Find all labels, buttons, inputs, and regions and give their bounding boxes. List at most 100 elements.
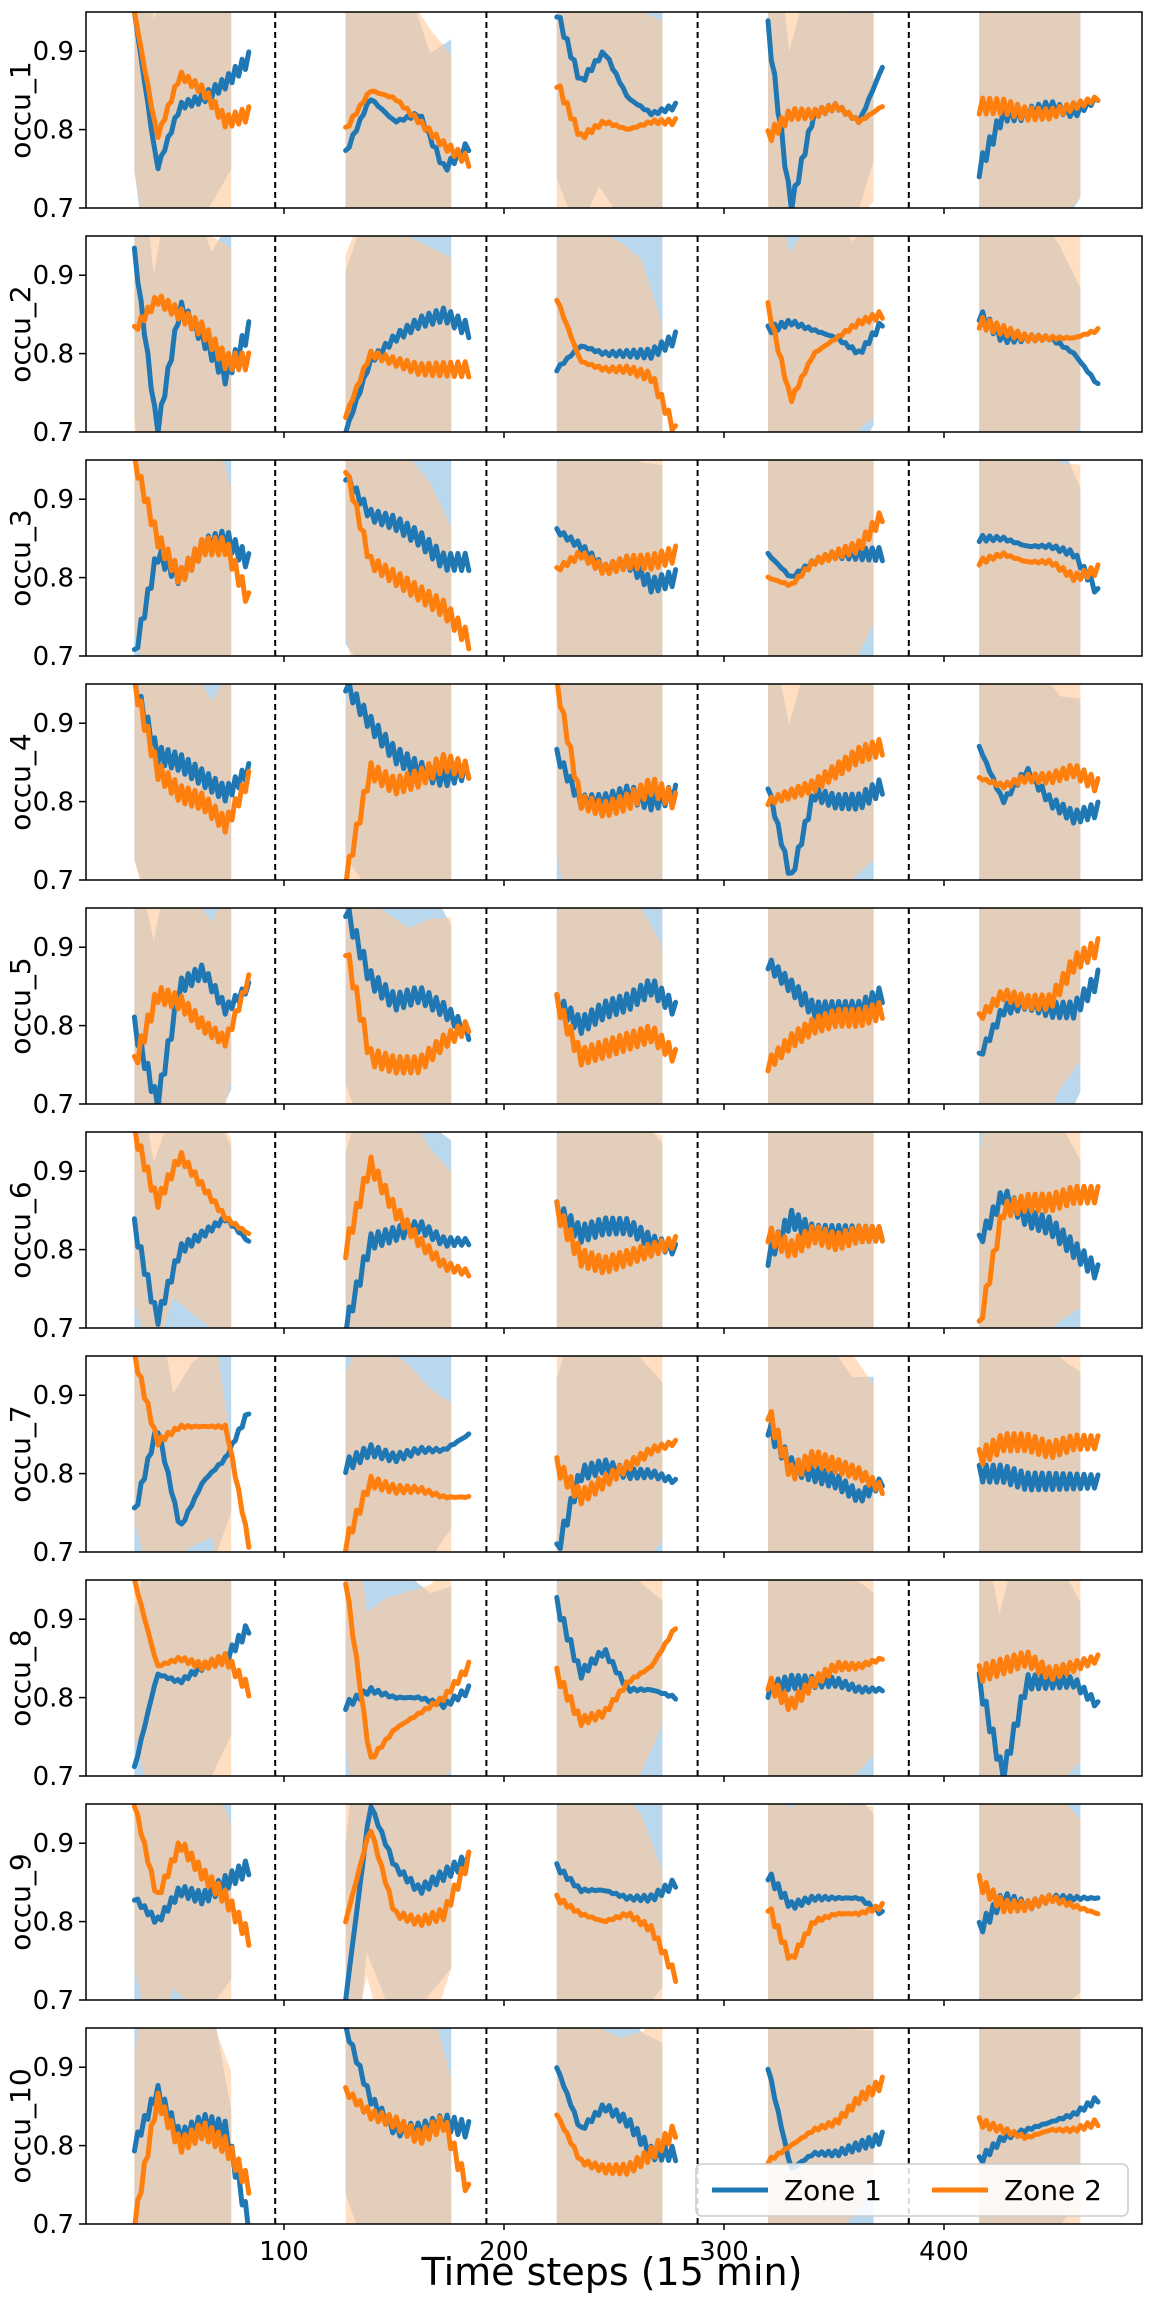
line-zone2-seg4 xyxy=(765,1223,885,1259)
line-zone1-seg4 xyxy=(765,2066,885,2171)
line-zone2-seg2 xyxy=(343,1581,472,1760)
line-zone2-seg2 xyxy=(343,88,472,169)
y-axis-title: occu_6 xyxy=(4,1181,37,1278)
line-zone2-seg2 xyxy=(343,1828,472,1928)
subplot-frame xyxy=(85,235,1143,433)
subplot-frame xyxy=(85,683,1143,881)
legend-label-zone1: Zone 1 xyxy=(784,2174,882,2207)
subplot-frame xyxy=(85,459,1143,657)
line-zone2-seg2 xyxy=(343,1473,472,1552)
band-zone2-seg3 xyxy=(556,460,663,656)
line-zone2-seg3 xyxy=(554,2112,679,2177)
plot-area xyxy=(131,1804,1101,2000)
y-tick-label: 0.8 xyxy=(33,564,74,594)
x-tick-label: 400 xyxy=(919,2237,969,2267)
y-tick-label: 0.8 xyxy=(33,1236,74,1266)
line-zone2-seg1 xyxy=(131,1804,252,1948)
line-zone1-seg4 xyxy=(765,317,885,356)
x-axis-title: Time steps (15 min) xyxy=(421,2250,803,2294)
y-tick-label: 0.9 xyxy=(33,1829,74,1859)
band-zone2-seg1 xyxy=(134,1132,232,1328)
line-zone2-seg5 xyxy=(976,94,1101,123)
subplot-frame xyxy=(85,1355,1143,1553)
legend-box xyxy=(695,2163,1129,2217)
band-zone2-seg2 xyxy=(345,12,452,208)
x-tick-label: 300 xyxy=(699,2237,749,2267)
y-axis-title: occu_1 xyxy=(4,61,37,158)
y-tick-label: 0.8 xyxy=(33,788,74,818)
y-tick-label: 0.9 xyxy=(33,1381,74,1411)
line-zone2-seg4 xyxy=(765,300,885,405)
legend: Zone 1 Zone 2 xyxy=(695,2163,1129,2217)
line-zone1-seg2 xyxy=(343,1431,472,1476)
y-tick-label: 0.8 xyxy=(33,1460,74,1490)
line-zone2-seg4 xyxy=(765,1655,885,1712)
line-zone2-seg1 xyxy=(132,1132,252,1237)
line-zone1-seg1 xyxy=(132,684,252,804)
y-tick-label: 0.7 xyxy=(33,1314,74,1344)
line-zone2-seg1 xyxy=(131,12,252,140)
line-zone2-seg1 xyxy=(132,1356,252,1550)
subplot-frame xyxy=(85,1579,1143,1777)
y-axis-title: occu_10 xyxy=(4,2068,37,2183)
y-tick-label: 0.7 xyxy=(33,1762,74,1792)
y-tick-label: 0.8 xyxy=(33,2132,74,2162)
y-tick-label: 0.7 xyxy=(33,1090,74,1120)
band-zone2-seg2 xyxy=(345,1580,452,1776)
line-zone1-seg4 xyxy=(765,777,885,876)
y-tick-label: 0.9 xyxy=(33,37,74,67)
line-zone2-seg4 xyxy=(765,737,885,808)
line-zone2-seg5 xyxy=(976,2115,1101,2141)
y-tick-label: 0.9 xyxy=(33,1157,74,1187)
line-zone2-seg2 xyxy=(343,952,472,1076)
band-zone2-seg3 xyxy=(556,236,663,432)
line-zone2-seg2 xyxy=(343,2085,472,2194)
band-zone2-seg5 xyxy=(979,1132,1081,1328)
y-axis-title: occu_8 xyxy=(4,1629,37,1726)
subplot-frame xyxy=(85,2027,1143,2225)
band-zone2-seg3 xyxy=(556,1804,663,2000)
band-zone2-seg2 xyxy=(345,1804,452,2000)
subplot-frame xyxy=(85,1803,1143,2001)
band-zone2-seg1 xyxy=(134,684,232,880)
band-zone2-seg1 xyxy=(134,460,232,656)
line-zone2-seg2 xyxy=(343,348,472,420)
line-zone2-seg5 xyxy=(976,1872,1101,1917)
y-tick-label: 0.7 xyxy=(33,2210,74,2240)
band-zone2-seg3 xyxy=(556,12,663,208)
line-zone1-seg5 xyxy=(976,743,1101,826)
line-zone2-seg2 xyxy=(343,469,472,652)
line-zone2-seg3 xyxy=(554,543,679,577)
y-tick-label: 0.7 xyxy=(33,866,74,896)
y-tick-label: 0.8 xyxy=(33,116,74,146)
band-zone2-seg3 xyxy=(556,2028,663,2224)
y-axis-title: occu_5 xyxy=(4,957,37,1054)
line-zone2-seg4 xyxy=(765,1000,885,1074)
line-zone2-seg3 xyxy=(554,1437,679,1507)
y-tick-label: 0.7 xyxy=(33,194,74,224)
line-zone1-seg5 xyxy=(976,532,1101,595)
line-zone2-seg4 xyxy=(765,510,885,588)
line-zone1-seg1 xyxy=(131,1623,252,1770)
line-zone1-seg3 xyxy=(554,1861,679,1904)
line-zone1-seg5 xyxy=(976,2095,1101,2165)
x-tick-label: 200 xyxy=(479,2237,529,2267)
line-zone2-seg4 xyxy=(765,1900,885,1961)
subplots-container: 0.70.80.9occu_10.70.80.9occu_20.70.80.9o… xyxy=(4,11,1143,2267)
y-axis-title: occu_9 xyxy=(4,1853,37,1950)
y-tick-label: 0.9 xyxy=(33,709,74,739)
band-zone2-seg3 xyxy=(556,684,663,880)
x-tick-label: 100 xyxy=(259,2237,309,2267)
line-zone2-seg5 xyxy=(976,1649,1101,1684)
y-tick-label: 0.9 xyxy=(33,2053,74,2083)
line-zone1-seg3 xyxy=(554,1594,679,1702)
line-zone2-seg5 xyxy=(976,762,1101,794)
line-zone2-seg1 xyxy=(132,684,252,835)
line-zone1-seg2 xyxy=(343,474,472,573)
plot-area xyxy=(131,1580,1101,1776)
